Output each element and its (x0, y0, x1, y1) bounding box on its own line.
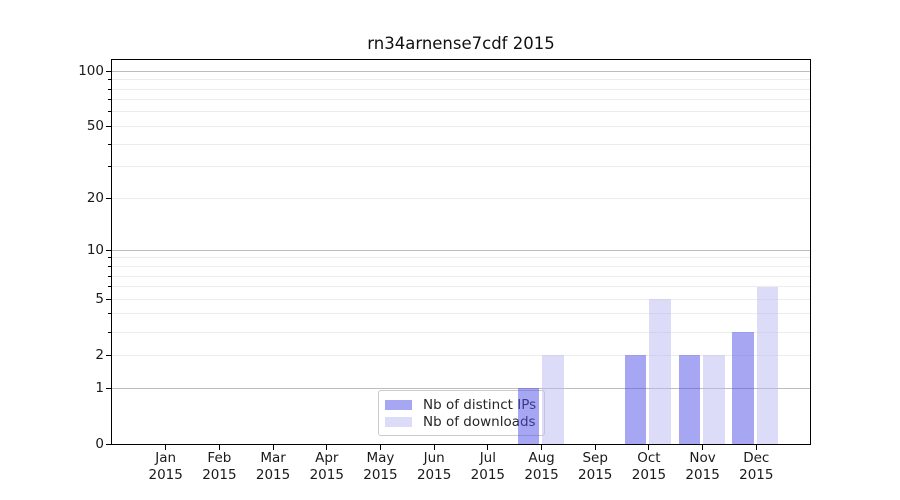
gridline-minor-9 (112, 257, 810, 259)
legend: Nb of distinct IPs Nb of downloads (378, 390, 545, 436)
x-tick-label-sep: Sep 2015 (578, 450, 613, 483)
y-tick-label-20: 20 (86, 190, 104, 207)
bar-distinct-ips-nov-2015 (678, 355, 701, 444)
x-tick-label-apr: Apr 2015 (309, 450, 344, 483)
bar-distinct-ips-oct-2015 (624, 355, 647, 444)
x-tick-mark-dec (755, 445, 757, 450)
x-tick-mark-feb (218, 445, 220, 450)
bar-downloads-dec-2015 (756, 286, 779, 444)
plot-area: Nb of distinct IPs Nb of downloads (111, 59, 811, 445)
y-tick-label-50: 50 (86, 118, 104, 135)
x-tick-label-jun: Jun 2015 (416, 450, 452, 483)
gridlines-layer (112, 60, 810, 444)
x-tick-mark-jun (433, 445, 435, 450)
x-tick-mark-aug (541, 445, 543, 450)
y-tick-label-0: 0 (95, 436, 104, 452)
bar-downloads-aug-2015 (542, 355, 564, 444)
gridline-minor-40 (112, 143, 810, 145)
gridline-minor-30 (112, 166, 810, 168)
x-tick-label-jan: Jan 2015 (148, 450, 183, 483)
chart-title: rn34arnense7cdf 2015 (367, 34, 555, 53)
gridline-minor-3 (112, 331, 810, 333)
legend-label-distinct-ips: Nb of distinct IPs (423, 397, 537, 413)
y-tick-label-5: 5 (95, 291, 104, 308)
legend-row-downloads: Nb of downloads (385, 414, 536, 430)
x-tick-mark-sep (594, 445, 596, 450)
x-tick-mark-may (379, 445, 381, 450)
x-tick-mark-mar (272, 445, 274, 450)
gridline-major-100 (112, 70, 810, 72)
y-tick-label-2: 2 (95, 347, 104, 364)
x-tick-mark-nov (702, 445, 704, 450)
gridline-minor-2 (112, 354, 810, 356)
y-tick-label-1: 1 (95, 380, 104, 396)
gridline-minor-5 (112, 298, 810, 300)
x-tick-mark-jan (165, 445, 167, 450)
gridline-minor-70 (112, 99, 810, 101)
y-tick-label-10: 10 (86, 242, 104, 259)
legend-swatch-distinct-ips (385, 400, 412, 410)
bar-downloads-nov-2015 (703, 355, 725, 444)
legend-row-distinct-ips: Nb of distinct IPs (385, 397, 537, 413)
legend-label-downloads: Nb of downloads (423, 414, 536, 430)
x-tick-label-jul: Jul 2015 (470, 450, 506, 483)
x-tick-label-oct: Oct 2015 (631, 450, 667, 483)
legend-swatch-downloads (385, 417, 412, 427)
x-tick-label-mar: Mar 2015 (255, 450, 291, 483)
y-tick-label-100: 100 (78, 63, 104, 80)
bar-distinct-ips-dec-2015 (732, 332, 754, 444)
gridline-minor-20 (112, 197, 810, 199)
gridline-major-10 (112, 249, 810, 251)
x-tick-label-nov: Nov 2015 (685, 450, 720, 483)
x-tick-label-aug: Aug 2015 (524, 450, 559, 483)
bars-layer (112, 60, 810, 444)
x-tick-label-feb: Feb 2015 (202, 450, 237, 483)
x-tick-mark-jul (487, 445, 489, 450)
x-tick-label-dec: Dec 2015 (739, 450, 774, 483)
gridline-minor-6 (112, 286, 810, 288)
gridline-minor-90 (112, 79, 810, 81)
gridline-minor-8 (112, 266, 810, 267)
gridline-minor-4 (112, 313, 810, 315)
x-tick-mark-apr (326, 445, 328, 450)
x-tick-label-may: May 2015 (363, 450, 398, 483)
gridline-minor-80 (112, 88, 810, 90)
x-tick-mark-oct (648, 445, 650, 450)
gridline-minor-60 (112, 111, 810, 113)
gridline-minor-7 (112, 275, 810, 277)
gridline-major-1 (112, 387, 810, 389)
bar-downloads-oct-2015 (649, 299, 671, 444)
gridline-minor-50 (112, 125, 810, 127)
